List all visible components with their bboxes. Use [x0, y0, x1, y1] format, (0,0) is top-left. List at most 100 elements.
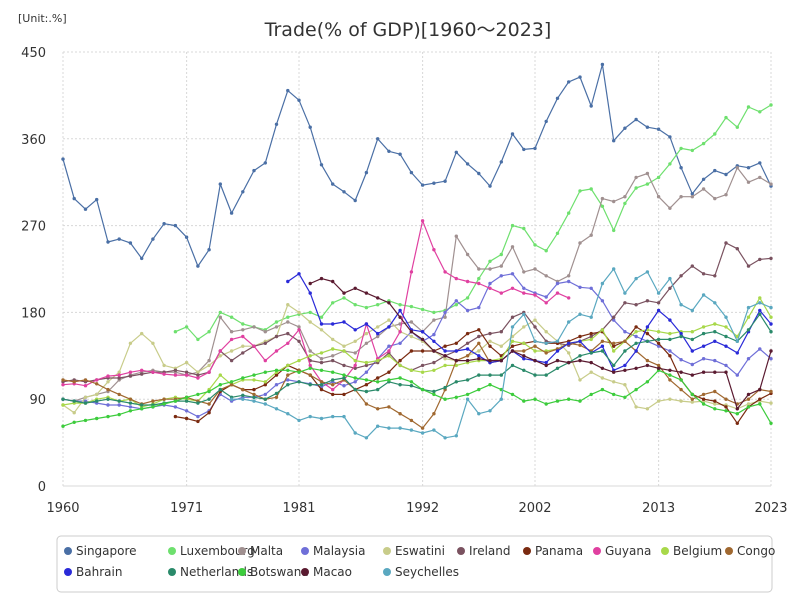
data-point-singapore: [319, 163, 324, 167]
data-point-singapore: [95, 197, 99, 202]
data-point-macao: [634, 366, 638, 370]
data-point-netherlands: [432, 389, 436, 394]
data-point-guyana: [522, 291, 526, 295]
data-point-netherlands: [184, 399, 189, 403]
data-point-netherlands: [443, 385, 447, 390]
data-point-seychelles: [297, 418, 301, 423]
data-point-netherlands: [623, 349, 627, 353]
data-point-bahrain: [420, 330, 425, 334]
series-line-belgium: [62, 297, 772, 408]
data-point-malta: [510, 245, 515, 249]
data-point-singapore: [758, 161, 762, 165]
data-point-eswatini: [589, 370, 593, 374]
data-point-seychelles: [376, 424, 380, 428]
data-point-luxembourg: [308, 310, 312, 315]
data-point-eswatini: [477, 349, 481, 353]
data-point-guyana: [454, 276, 458, 281]
data-point-singapore: [555, 96, 560, 101]
data-point-panama: [724, 405, 728, 409]
data-point-macao: [477, 357, 481, 361]
data-point-malta: [701, 187, 706, 191]
data-point-ireland: [533, 325, 537, 329]
data-point-malta: [263, 330, 267, 334]
data-point-botswana: [746, 405, 751, 409]
data-point-macao: [533, 358, 537, 363]
data-point-singapore: [342, 190, 346, 194]
data-point-guyana: [555, 291, 560, 295]
data-point-macao: [499, 358, 503, 363]
data-point-ireland: [589, 334, 593, 339]
data-point-botswana: [229, 380, 234, 384]
data-point-luxembourg: [555, 231, 560, 235]
data-point-guyana: [241, 334, 245, 339]
axes: 0 90 180 270 360 450 1960 1971 1981 1992 2002 2013 2…: [21, 46, 787, 516]
data-point-macao: [387, 301, 391, 305]
data-point-ireland: [746, 264, 751, 268]
data-point-panama: [612, 344, 616, 348]
data-point-ireland: [297, 339, 301, 343]
data-point-malaysia: [668, 349, 672, 353]
series-line-guyana: [62, 220, 569, 391]
data-point-netherlands: [713, 330, 717, 334]
data-point-eswatini: [600, 376, 605, 380]
data-point-macao: [420, 337, 425, 342]
data-point-botswana: [612, 392, 616, 397]
data-point-ireland: [274, 334, 279, 339]
data-point-congo: [420, 426, 425, 430]
data-point-ireland: [634, 303, 638, 307]
chart-title: Trade(% of GDP)[1960～2023]: [264, 19, 552, 41]
data-point-singapore: [724, 172, 728, 177]
data-point-ireland: [477, 334, 481, 339]
data-point-congo: [544, 351, 548, 355]
data-point-ireland: [701, 272, 706, 276]
data-point-guyana: [398, 330, 402, 334]
data-point-congo: [522, 349, 526, 353]
data-point-luxembourg: [746, 105, 751, 109]
series-congo: [61, 339, 773, 430]
series-ireland: [61, 241, 773, 384]
data-point-seychelles: [252, 399, 256, 403]
data-point-congo: [331, 383, 335, 387]
data-point-botswana: [128, 409, 133, 413]
data-point-eswatini: [488, 339, 492, 343]
data-point-seychelles: [522, 312, 526, 316]
data-point-guyana: [533, 293, 537, 297]
x-tick-label: 2002: [518, 501, 551, 516]
data-point-eswatini: [286, 303, 290, 307]
data-point-luxembourg: [612, 228, 616, 233]
data-point-netherlands: [274, 391, 279, 396]
data-point-netherlands: [612, 363, 616, 368]
data-point-bahrain: [713, 339, 717, 343]
data-point-congo: [612, 341, 616, 345]
data-point-congo: [308, 373, 312, 377]
data-point-netherlands: [83, 401, 88, 405]
data-point-malta: [477, 267, 481, 271]
data-point-netherlands: [364, 389, 369, 394]
data-point-ireland: [769, 256, 773, 261]
data-point-singapore: [162, 222, 166, 226]
legend-marker: [725, 547, 733, 555]
data-point-bahrain: [679, 331, 683, 336]
data-point-seychelles: [713, 301, 717, 305]
series-line-singapore: [62, 63, 772, 267]
data-point-singapore: [477, 171, 481, 176]
data-point-belgium: [409, 368, 414, 372]
data-point-netherlands: [454, 380, 458, 384]
data-point-seychelles: [656, 291, 661, 295]
y-tick-label: 270: [21, 220, 46, 235]
data-point-botswana: [342, 373, 346, 377]
data-point-malaysia: [286, 378, 290, 382]
data-point-ireland: [724, 241, 728, 245]
data-point-malta: [252, 325, 256, 329]
data-point-malaysia: [555, 281, 560, 286]
data-point-congo: [533, 344, 537, 348]
data-point-panama: [454, 341, 458, 345]
data-point-singapore: [690, 192, 694, 196]
data-point-singapore: [151, 237, 155, 241]
data-point-eswatini: [151, 341, 155, 345]
data-point-botswana: [95, 416, 99, 421]
legend-marker: [593, 547, 601, 555]
data-point-netherlands: [252, 395, 256, 399]
data-point-ireland: [184, 370, 189, 374]
data-point-seychelles: [679, 303, 683, 307]
